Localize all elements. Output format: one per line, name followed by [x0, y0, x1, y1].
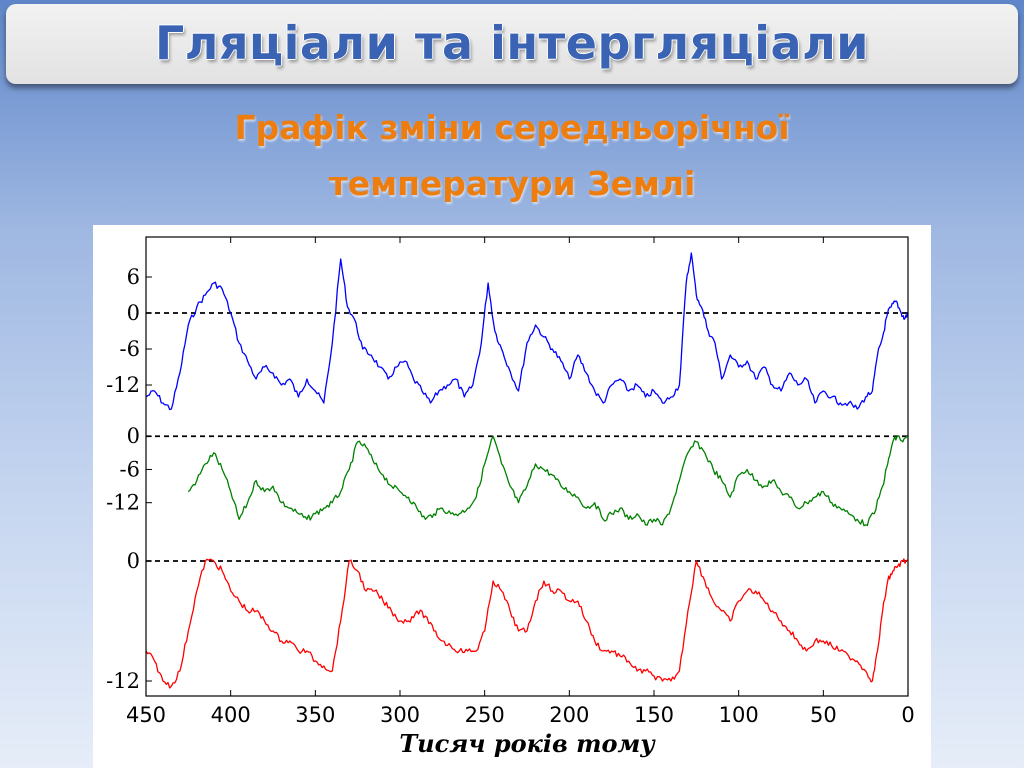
y-tick-label: -12	[106, 373, 140, 397]
y-tick-label: -6	[120, 337, 140, 361]
slide-title: Гляціали та інтергляціали	[6, 16, 1018, 70]
temperature-chart: 6 0 -6 -12 0 -6 -12 0 -12 450 400 350 300 250 200 150 10…	[93, 225, 931, 768]
subtitle-line-1: Графік зміни середньорічної	[0, 108, 1024, 147]
y-tick-label: 0	[127, 424, 140, 448]
y-tick-label: 0	[127, 301, 140, 325]
x-tick-label: 50	[810, 703, 837, 727]
x-tick-label: 400	[211, 703, 251, 727]
y-tick-label: 0	[127, 549, 140, 573]
series-line-3	[146, 559, 908, 688]
title-bar: Гляціали та інтергляціали	[6, 4, 1018, 84]
chart-panel: 6 0 -6 -12 0 -6 -12 0 -12 450 400 350 300 250 200 150 10…	[93, 225, 931, 768]
plot-frame	[146, 237, 908, 696]
series-line-1	[146, 253, 908, 410]
x-tick-label: 250	[465, 703, 505, 727]
x-tick-label: 150	[634, 703, 674, 727]
y-tick-label: -12	[106, 491, 140, 515]
x-tick-label: 300	[380, 703, 420, 727]
y-tick-label: 6	[127, 265, 140, 289]
y-tick-label: -6	[120, 457, 140, 481]
x-axis-label: Тисяч років тому	[399, 729, 656, 758]
subtitle-line-2: температури Землі	[0, 164, 1024, 203]
x-tick-label: 0	[901, 703, 914, 727]
x-tick-label: 200	[549, 703, 589, 727]
x-tick-label: 350	[295, 703, 335, 727]
x-tick-label: 450	[126, 703, 166, 727]
x-tick-label: 100	[719, 703, 759, 727]
series-line-2	[188, 436, 908, 526]
y-tick-label: -12	[106, 669, 140, 693]
